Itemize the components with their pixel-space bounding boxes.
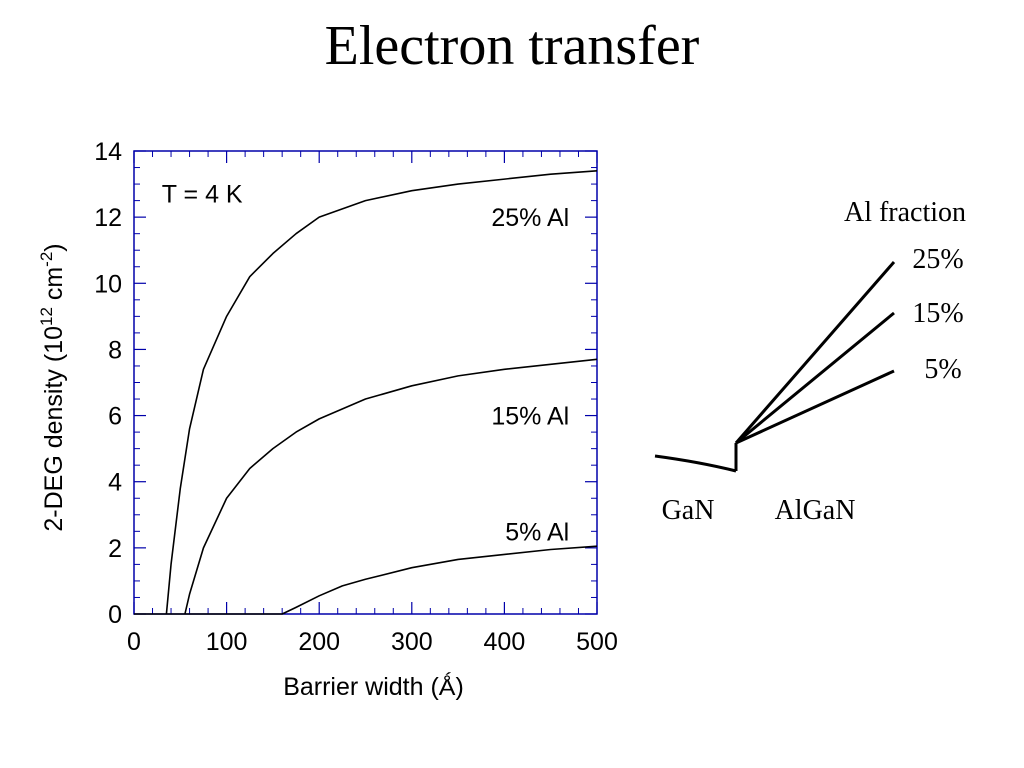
axis-ticks — [133, 150, 598, 615]
y-axis-label-mid: cm — [40, 267, 68, 307]
y-axis-label-start: 2-DEG density (10 — [40, 326, 68, 532]
gan-band-edge — [654, 454, 737, 473]
y-tick-label: 10 — [94, 270, 122, 298]
y-tick-label: 12 — [94, 204, 122, 232]
band-line-25 — [734, 261, 896, 444]
y-tick-label: 0 — [108, 601, 122, 629]
series-label-15: 15% Al — [491, 403, 569, 431]
fraction-label-25: 25% — [912, 244, 963, 275]
algan-label: AlGaN — [775, 495, 856, 526]
x-tick-label: 200 — [298, 628, 340, 656]
y-tick-label: 14 — [94, 138, 122, 166]
y-tick-label: 8 — [108, 336, 122, 364]
temperature-annotation: T = 4 K — [162, 180, 243, 208]
x-tick-label: 400 — [484, 628, 526, 656]
slide-title: Electron transfer — [324, 15, 700, 77]
y-axis-label-exp1: 12 — [37, 307, 56, 326]
x-tick-label: 300 — [391, 628, 433, 656]
fraction-label-15: 15% — [912, 298, 963, 329]
fraction-label-5: 5% — [924, 354, 961, 385]
x-tick-label: 500 — [576, 628, 618, 656]
series-line-0 — [165, 170, 598, 615]
y-axis-label: 2-DEG density (1012 cm-2) — [37, 243, 68, 531]
series-label-25: 25% Al — [491, 204, 569, 232]
y-tick-label: 2 — [108, 535, 122, 563]
series-line-2 — [134, 545, 598, 615]
x-tick-label: 100 — [206, 628, 248, 656]
band-line-15 — [735, 311, 895, 445]
series-lines — [134, 170, 598, 615]
x-tick-label: 0 — [127, 628, 141, 656]
series-label-5: 5% Al — [505, 518, 569, 546]
y-axis-label-exp2: -2 — [37, 252, 56, 267]
band-diagram: Al fraction 25% 15% 5% GaN AlGaN — [654, 197, 966, 526]
y-tick-label: 6 — [108, 403, 122, 431]
band-line-5 — [735, 369, 895, 445]
al-fraction-title: Al fraction — [844, 197, 966, 228]
y-tick-label: 4 — [108, 469, 122, 497]
tick-labels: 0 100 200 300 400 500 0 2 4 6 8 10 12 14 — [94, 138, 618, 656]
series-line-1 — [184, 358, 598, 615]
x-axis-label: Barrier width (Ǻ) — [283, 671, 464, 701]
gan-label: GaN — [662, 495, 715, 526]
y-axis-label-end: ) — [40, 243, 68, 251]
